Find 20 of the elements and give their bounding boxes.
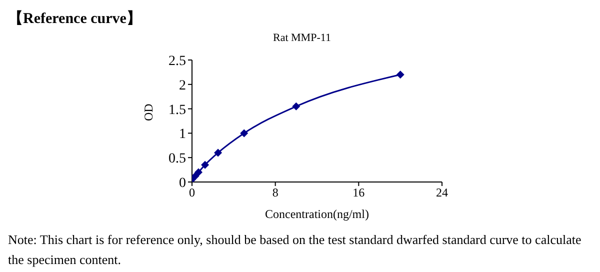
x-tick-label: 24 — [436, 186, 448, 200]
point — [201, 160, 210, 169]
y-tick-label: 0.5 — [168, 152, 186, 167]
point — [292, 102, 300, 110]
x-tick-label: 8 — [272, 186, 278, 200]
point — [240, 129, 248, 138]
x-tick-label: 16 — [352, 186, 365, 200]
chart-title: 【Reference curve】 — [8, 9, 142, 29]
point — [396, 70, 404, 79]
y-tick-label: 2.5 — [168, 54, 186, 69]
y-tick-label: 1.5 — [168, 102, 186, 118]
text: Note: This chart is for reference only, should be based on the test standard dwarfed standard curve to calculate the specimen content. — [8, 231, 582, 269]
y-tick-label: 1 — [179, 127, 186, 142]
x-axis-title: Concentration(ng/ml) — [265, 207, 369, 221]
chart-subtitle: Rat MMP-11 — [273, 32, 331, 44]
x-tick-label: 0 — [189, 186, 195, 200]
y-tick-label: 2 — [179, 78, 186, 94]
point — [194, 168, 203, 176]
point — [214, 148, 222, 157]
y-axis-title: OD — [141, 103, 156, 121]
